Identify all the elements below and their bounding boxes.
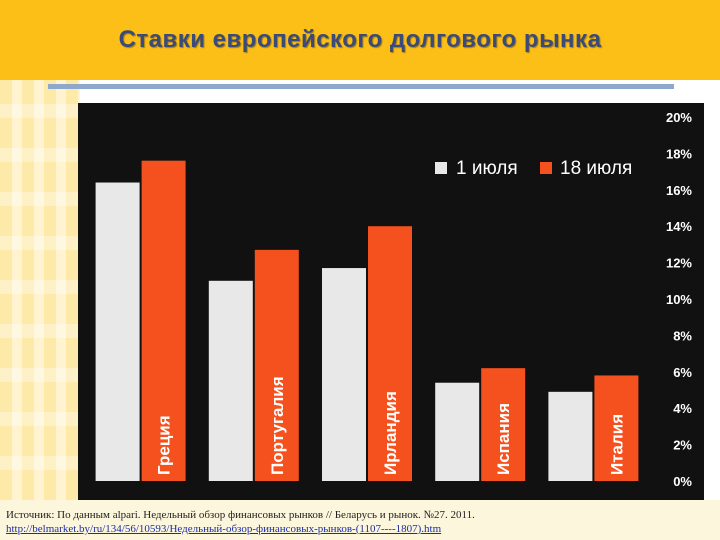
category-label: Португалия — [268, 376, 287, 475]
y-tick-label: 4% — [673, 401, 692, 416]
decorative-stripes — [0, 80, 80, 500]
chart-svg: Греция Португалия Ирландия Испания Италия 0%… — [78, 103, 704, 500]
category-label: Ирландия — [381, 391, 400, 475]
bar-1-5 — [548, 391, 593, 481]
bar-2-1 — [141, 160, 186, 481]
title-divider — [48, 84, 674, 89]
bar-1-3 — [322, 268, 366, 481]
bars-layer — [95, 160, 639, 481]
y-tick-label: 12% — [666, 256, 692, 271]
y-tick-label: 10% — [666, 292, 692, 307]
category-label: Италия — [607, 414, 626, 475]
source-link[interactable]: http://belmarket.by/ru/134/56/10593/Неде… — [6, 523, 442, 535]
y-tick-label: 14% — [666, 219, 692, 234]
title-bar: Ставки европейского долгового рынка — [0, 0, 720, 80]
slide-title: Ставки европейского долгового рынка — [118, 26, 602, 53]
decorative-stripes-overlay — [0, 80, 80, 500]
source-citation: Источник: По данным alpari. Недельный об… — [6, 509, 475, 521]
y-tick-label: 8% — [673, 328, 692, 343]
bar-2-3 — [368, 226, 412, 481]
y-tick-label: 2% — [673, 438, 692, 453]
footer-band — [0, 500, 720, 540]
y-axis: 0% 2% 4% 6% 8% 10% 12% 14% 16% 18% 20% — [666, 110, 692, 489]
bar-1-1 — [95, 182, 140, 481]
bar-2-4 — [481, 368, 526, 481]
legend: 1 июля 18 июля — [435, 158, 632, 179]
y-tick-label: 18% — [666, 146, 692, 161]
bar-2-5 — [594, 375, 639, 481]
bar-2-2 — [254, 249, 299, 481]
y-tick-label: 20% — [666, 110, 692, 125]
bar-1-2 — [208, 280, 253, 481]
legend-swatch-2 — [540, 162, 552, 174]
source-note: Источник: По данным alpari. Недельный об… — [6, 508, 475, 536]
bar-1-4 — [435, 382, 480, 481]
y-tick-label: 6% — [673, 365, 692, 380]
legend-label-1: 1 июля — [456, 158, 518, 179]
category-labels: Греция Португалия Ирландия Испания Италия — [155, 376, 627, 475]
legend-swatch-1 — [435, 162, 447, 174]
category-label: Испания — [494, 403, 513, 475]
category-label: Греция — [155, 415, 174, 475]
legend-label-2: 18 июля — [560, 158, 632, 179]
y-tick-label: 16% — [666, 183, 692, 198]
bar-chart: Греция Португалия Ирландия Испания Италия 0%… — [78, 103, 704, 500]
y-tick-label: 0% — [673, 474, 692, 489]
